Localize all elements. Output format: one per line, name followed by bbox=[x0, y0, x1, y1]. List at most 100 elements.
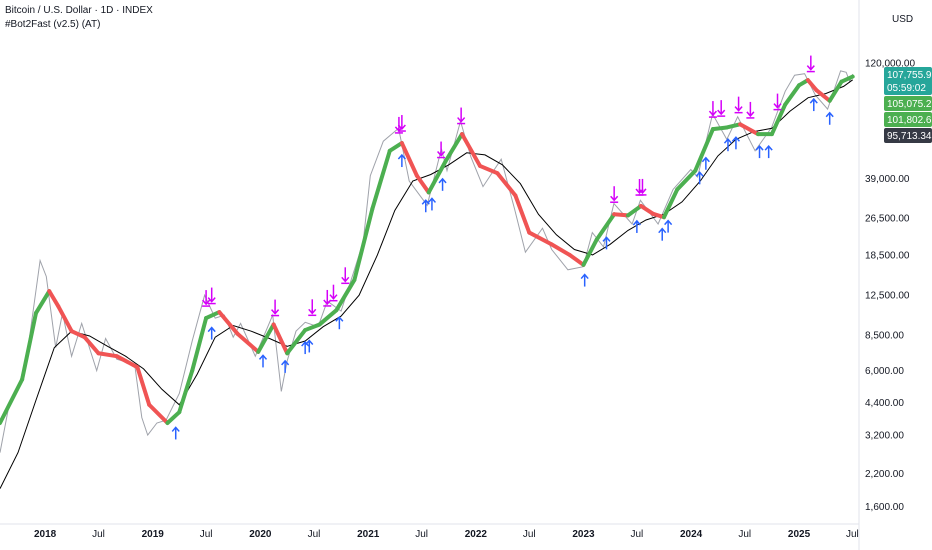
sell-arrow-head bbox=[708, 110, 718, 117]
fast-ma-segment bbox=[769, 102, 788, 137]
sell-arrow-head bbox=[773, 103, 782, 109]
fast-ma-segment bbox=[47, 289, 61, 309]
buy-signal-arrow bbox=[438, 177, 447, 191]
fast-ma-segment bbox=[638, 203, 656, 216]
buy-arrow-head bbox=[421, 199, 430, 205]
sell-arrow-head bbox=[202, 299, 211, 306]
buy-arrow-head bbox=[438, 177, 447, 184]
x-tick-label: Jul bbox=[630, 529, 643, 540]
buy-arrow-head bbox=[305, 339, 314, 345]
buy-signal-arrow bbox=[658, 227, 667, 241]
fast-ma-segment bbox=[399, 141, 419, 178]
fast-ma-segment bbox=[805, 78, 819, 93]
buy-arrow-head bbox=[701, 156, 710, 163]
fast-ma-segment bbox=[513, 193, 532, 235]
price-badge-value: 105,075.21 bbox=[887, 99, 932, 110]
buy-signal-arrow bbox=[421, 199, 430, 213]
fast-ma-segment bbox=[626, 203, 643, 218]
fast-ma-segment bbox=[20, 311, 38, 382]
x-tick-label: 2021 bbox=[357, 529, 380, 540]
fast-ma-segment bbox=[334, 277, 357, 313]
price-badge-bg bbox=[884, 66, 932, 95]
fast-ma-segment bbox=[235, 331, 261, 354]
sell-signal-arrow bbox=[457, 107, 466, 125]
buy-signal-arrow bbox=[305, 339, 314, 353]
buy-signal-arrow bbox=[281, 359, 290, 373]
slow-ma-line bbox=[0, 79, 853, 489]
x-tick-label: Jul bbox=[200, 529, 213, 540]
buy-signal-arrow bbox=[602, 236, 611, 250]
fast-ma-segment bbox=[675, 168, 698, 192]
price-badge-bg bbox=[884, 95, 932, 111]
x-tick-label: 2023 bbox=[572, 529, 595, 540]
x-tick-label: 2018 bbox=[34, 529, 57, 540]
fast-ma-segment bbox=[147, 402, 170, 426]
buy-signal-arrow bbox=[809, 97, 818, 112]
fast-ma-segment bbox=[0, 377, 25, 426]
fast-ma-segment bbox=[352, 206, 375, 282]
x-tick-label: 2025 bbox=[788, 529, 811, 540]
price-badge: 95,713.34 bbox=[884, 127, 932, 143]
sell-arrow-head bbox=[341, 276, 350, 283]
x-tick-label: 2020 bbox=[249, 529, 272, 540]
x-tick-label: 2019 bbox=[142, 529, 165, 540]
x-tick-label: Jul bbox=[415, 529, 428, 540]
y-tick-label: 120,000.00 bbox=[865, 58, 915, 69]
buy-arrow-head bbox=[602, 236, 611, 242]
sell-arrow-head bbox=[638, 188, 647, 195]
buy-arrow-head bbox=[658, 227, 667, 234]
x-tick-label: Jul bbox=[92, 529, 105, 540]
x-tick-label: 2024 bbox=[680, 529, 703, 540]
sell-arrow-head bbox=[610, 195, 619, 202]
buy-signal-arrow bbox=[580, 273, 589, 287]
x-tick-label: Jul bbox=[523, 529, 536, 540]
fast-ma-segment bbox=[661, 187, 680, 220]
sell-signal-arrow bbox=[329, 284, 338, 302]
sell-arrow-head bbox=[397, 124, 406, 131]
buy-arrow-head bbox=[731, 136, 740, 142]
fast-ma-segment bbox=[827, 79, 844, 103]
buy-signal-arrow bbox=[301, 340, 310, 355]
indicator-legend: #Bot2Fast (v2.5) (AT) bbox=[5, 19, 101, 30]
fast-ma-segment bbox=[303, 322, 322, 333]
buy-signal-arrow bbox=[755, 144, 764, 159]
buy-arrow-head bbox=[397, 153, 406, 160]
sell-signal-arrow bbox=[397, 115, 406, 132]
sell-signal-arrow bbox=[202, 290, 211, 307]
sell-signal-arrow bbox=[308, 299, 317, 317]
sell-signal-arrow bbox=[773, 93, 782, 111]
price-badge-value: 95,713.34 bbox=[887, 131, 932, 142]
fast-ma-segment bbox=[443, 132, 465, 164]
fast-ma-segment bbox=[495, 171, 518, 198]
y-tick-label: 6,000.00 bbox=[865, 366, 904, 377]
buy-arrow-head bbox=[258, 354, 268, 360]
price-badge: 105,075.21 bbox=[884, 95, 932, 111]
x-tick-label: Jul bbox=[308, 529, 321, 540]
buy-arrow-head bbox=[809, 97, 818, 104]
buy-signal-arrow bbox=[695, 171, 704, 185]
x-tick-label: Jul bbox=[738, 529, 751, 540]
y-tick-label: 12,500.00 bbox=[865, 291, 910, 302]
buy-signal-arrow bbox=[731, 136, 740, 150]
buy-arrow-head bbox=[427, 197, 437, 203]
sell-arrow-head bbox=[734, 106, 743, 112]
fast-ma-segment bbox=[581, 237, 599, 267]
fast-ma-segment bbox=[217, 310, 240, 336]
buy-signal-arrow bbox=[825, 111, 834, 125]
sell-arrow-head bbox=[746, 111, 755, 118]
buy-signal-arrow bbox=[701, 156, 710, 170]
currency-label: USD bbox=[892, 14, 913, 25]
fast-ma-segment bbox=[285, 328, 308, 356]
buy-signal-arrow bbox=[171, 426, 180, 440]
fast-ma-segment bbox=[839, 74, 855, 84]
buy-arrow-head bbox=[207, 326, 216, 333]
price-badge-value: 101,802.65 bbox=[887, 115, 932, 126]
fast-ma-segment bbox=[33, 289, 52, 316]
sell-arrow-head bbox=[207, 297, 216, 303]
y-tick-label: 39,000.00 bbox=[865, 174, 910, 185]
sell-signal-arrow bbox=[341, 267, 350, 285]
fast-ma-segment bbox=[693, 127, 715, 173]
fast-ma-segment bbox=[165, 410, 182, 426]
price-badge-bg bbox=[884, 111, 932, 127]
